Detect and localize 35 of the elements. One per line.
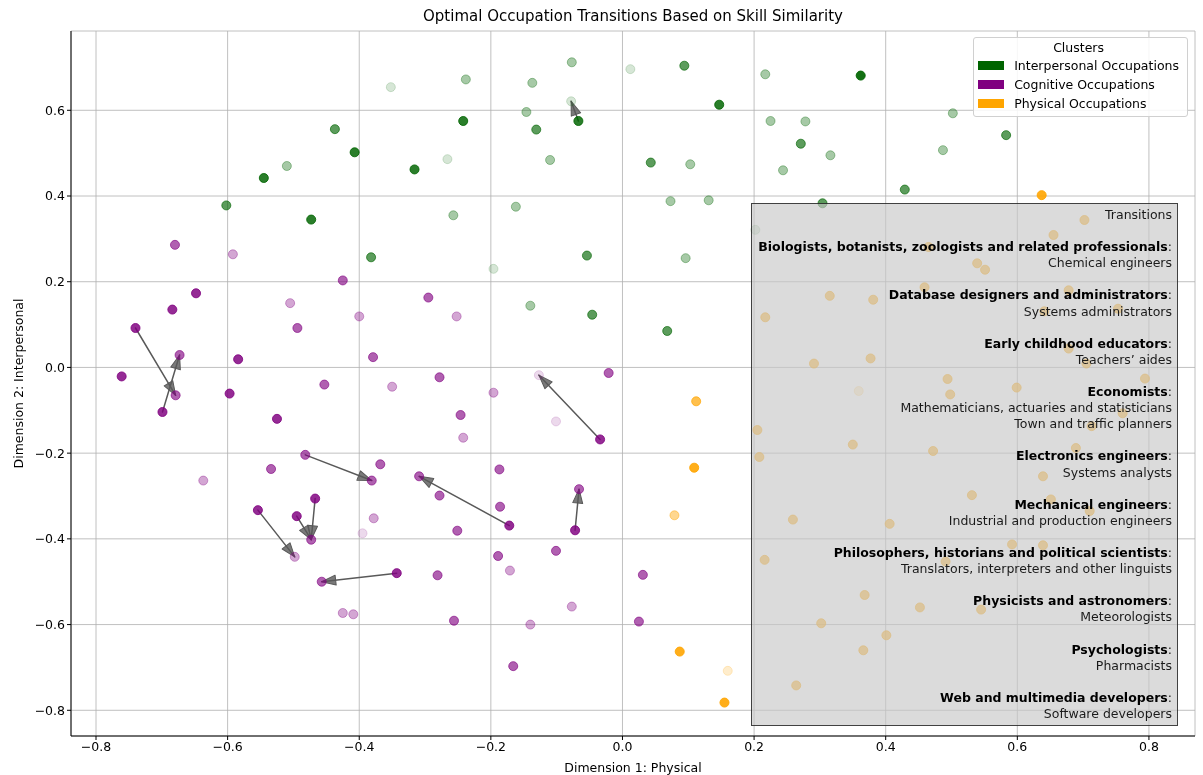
y-tick-label: −0.2 — [34, 445, 65, 461]
y-tick-label: 0.0 — [45, 359, 66, 375]
y-tick-label: −0.4 — [34, 531, 66, 547]
y-tick-label: −0.6 — [34, 617, 66, 633]
x-tick-label: 0.4 — [875, 738, 896, 754]
annotation: Transitions — [1104, 207, 1172, 224]
y-tick-label: 0.4 — [45, 188, 66, 204]
x-tick-label: −0.6 — [212, 738, 243, 754]
annotation: Biologists, botanists, zoologists and related professionals: Chemical engineers — [758, 239, 1172, 272]
x-tick-label: −0.4 — [344, 738, 375, 754]
annotation: Database designers and administrators: Systems administrators — [887, 287, 1172, 320]
x-tick-label: 0.6 — [1007, 738, 1028, 754]
y-axis-title: Dimension 2: Interpersonal — [10, 298, 26, 469]
annotation: Physicists and astronomers: Meteorologists — [972, 593, 1172, 626]
legend-label: Physical Occupations — [1014, 96, 1147, 111]
annotation: Psychologists: Pharmacists — [1070, 641, 1172, 674]
y-tick-label: 0.2 — [45, 274, 65, 290]
x-tick-label: 0.8 — [1138, 738, 1159, 754]
y-tick-label: −0.8 — [34, 702, 66, 718]
x-tick-label: 0.0 — [612, 738, 633, 754]
annotation: Philosophers, historians and political scientists: Translators, interpreters and other linguists — [832, 544, 1172, 578]
annotation: Early childhood educators: Teachers’ aides — [983, 335, 1172, 368]
legend-label: Cognitive Occupations — [1014, 77, 1155, 92]
chart-title: Optimal Occupation Transitions Based on Skill Similarity — [422, 7, 844, 26]
annotation: Mechanical engineers: Industrial and production engineers — [947, 496, 1172, 529]
legend-label: Interpersonal Occupations — [1014, 58, 1179, 73]
y-tick-label: 0.6 — [45, 102, 66, 118]
x-tick-label: −0.8 — [80, 738, 112, 754]
legend-title: Clusters — [1052, 39, 1105, 56]
x-axis-title: Dimension 1: Physical — [564, 759, 702, 775]
annotation: Economists: Mathematicians, actuaries and statisticians Town and traffic planners — [899, 384, 1172, 433]
x-tick-label: −0.2 — [475, 738, 507, 754]
annotation: Web and multimedia developers: Software developers — [939, 689, 1172, 722]
x-tick-label: 0.2 — [744, 738, 765, 754]
annotation: Electronics engineers: Systems analysts — [1014, 448, 1172, 481]
